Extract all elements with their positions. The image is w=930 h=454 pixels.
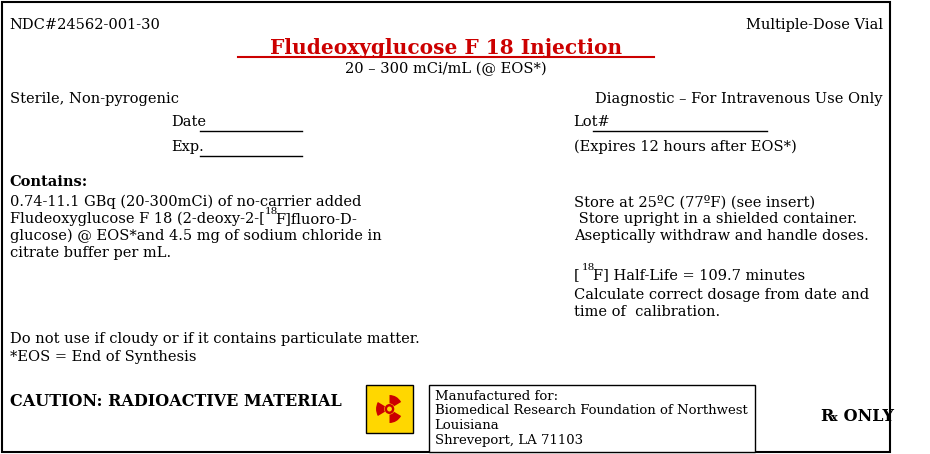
Text: Sterile, Non-pyrogenic: Sterile, Non-pyrogenic <box>9 92 179 106</box>
Bar <box>366 385 413 433</box>
Text: Store at 25ºC (77ºF) (see insert): Store at 25ºC (77ºF) (see insert) <box>574 195 815 209</box>
Text: *EOS = End of Synthesis: *EOS = End of Synthesis <box>9 350 196 364</box>
Text: Fludeoxyglucose F 18 (2-deoxy-2-[: Fludeoxyglucose F 18 (2-deoxy-2-[ <box>9 212 264 227</box>
Text: [: [ <box>574 268 579 282</box>
Text: Store upright in a shielded container.: Store upright in a shielded container. <box>574 212 857 226</box>
Text: Calculate correct dosage from date and: Calculate correct dosage from date and <box>574 288 869 302</box>
Text: Shreveport, LA 71103: Shreveport, LA 71103 <box>434 434 583 447</box>
Text: Date: Date <box>171 115 206 129</box>
Text: R: R <box>820 408 833 425</box>
Text: F] Half-Life = 109.7 minutes: F] Half-Life = 109.7 minutes <box>592 268 805 282</box>
Text: citrate buffer per mL.: citrate buffer per mL. <box>9 246 171 260</box>
Text: Biomedical Research Foundation of Northwest: Biomedical Research Foundation of Northw… <box>434 404 748 417</box>
Text: time of  calibration.: time of calibration. <box>574 305 720 319</box>
Wedge shape <box>376 402 385 416</box>
Text: ONLY: ONLY <box>839 408 895 425</box>
Circle shape <box>387 406 392 411</box>
Text: 18: 18 <box>581 263 594 272</box>
Wedge shape <box>390 412 401 423</box>
Text: Louisiana: Louisiana <box>434 419 499 432</box>
Text: 20 – 300 mCi/mL (@ EOS*): 20 – 300 mCi/mL (@ EOS*) <box>345 62 547 76</box>
Text: F]fluoro-D-: F]fluoro-D- <box>275 212 357 226</box>
Text: NDC#24562-001-30: NDC#24562-001-30 <box>9 18 161 32</box>
Text: Contains:: Contains: <box>9 175 87 189</box>
Text: CAUTION: RADIOACTIVE MATERIAL: CAUTION: RADIOACTIVE MATERIAL <box>9 393 341 410</box>
Circle shape <box>385 404 394 414</box>
Text: Lot#: Lot# <box>574 115 610 129</box>
Text: Exp.: Exp. <box>171 140 204 154</box>
Wedge shape <box>390 395 401 406</box>
Text: Manufactured for:: Manufactured for: <box>434 390 558 403</box>
Text: 18: 18 <box>265 207 278 216</box>
Text: 0.74-11.1 GBq (20-300mCi) of no-carrier added: 0.74-11.1 GBq (20-300mCi) of no-carrier … <box>9 195 361 209</box>
Bar <box>429 385 755 452</box>
Text: Do not use if cloudy or if it contains particulate matter.: Do not use if cloudy or if it contains p… <box>9 332 419 346</box>
Text: x: x <box>830 412 837 423</box>
Text: glucose) @ EOS*and 4.5 mg of sodium chloride in: glucose) @ EOS*and 4.5 mg of sodium chlo… <box>9 229 381 243</box>
Text: Diagnostic – For Intravenous Use Only: Diagnostic – For Intravenous Use Only <box>595 92 883 106</box>
Text: Fludeoxyglucose F 18 Injection: Fludeoxyglucose F 18 Injection <box>270 38 622 58</box>
Text: Aseptically withdraw and handle doses.: Aseptically withdraw and handle doses. <box>574 229 869 243</box>
Text: Multiple-Dose Vial: Multiple-Dose Vial <box>746 18 883 32</box>
Text: (Expires 12 hours after EOS*): (Expires 12 hours after EOS*) <box>574 140 796 154</box>
